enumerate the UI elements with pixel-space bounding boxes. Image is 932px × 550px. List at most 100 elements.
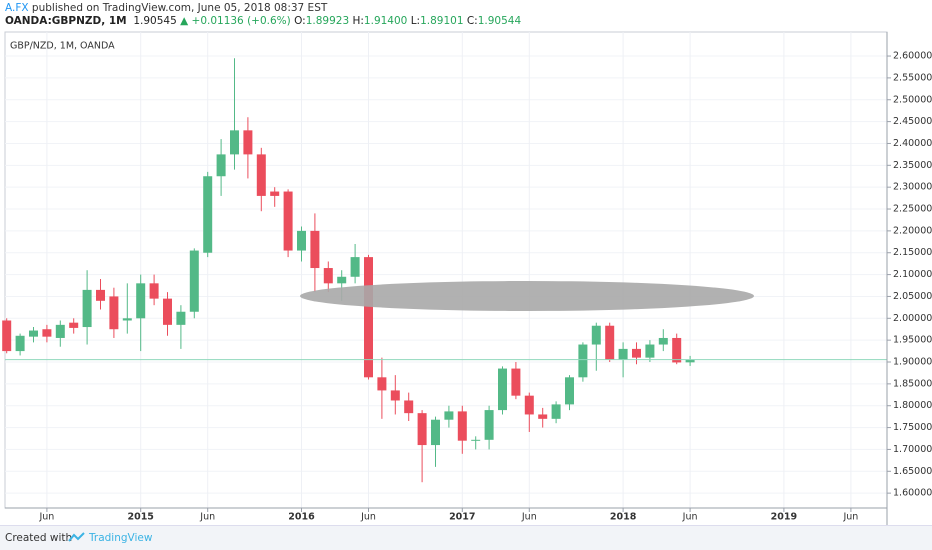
candle-body bbox=[565, 377, 574, 405]
candle-body bbox=[444, 411, 454, 420]
footer: Created with TradingView bbox=[0, 525, 932, 550]
candle-body bbox=[243, 130, 253, 155]
candle-body bbox=[524, 395, 534, 415]
y-tick-label: 1.75000 bbox=[893, 422, 932, 433]
symbol: OANDA:GBPNZD, 1M bbox=[5, 15, 127, 27]
candle-body bbox=[136, 283, 146, 319]
author[interactable]: A.FX bbox=[5, 2, 29, 14]
candle-body bbox=[538, 414, 548, 419]
candle-body bbox=[310, 230, 320, 269]
candle-body bbox=[417, 413, 427, 446]
candle-body bbox=[15, 335, 25, 352]
arrow: ▲ bbox=[180, 15, 189, 27]
candle-body bbox=[632, 348, 641, 358]
h-label: H: bbox=[352, 15, 364, 27]
candle-body bbox=[658, 337, 668, 345]
candle-body bbox=[484, 410, 494, 440]
candle-body bbox=[364, 257, 373, 378]
y-tick-label: 1.80000 bbox=[893, 400, 932, 411]
y-tick-label: 2.30000 bbox=[893, 182, 932, 193]
y-tick-label: 2.25000 bbox=[893, 204, 932, 215]
candle-body bbox=[189, 250, 199, 312]
y-tick-label: 2.60000 bbox=[893, 51, 932, 62]
candle-body bbox=[2, 320, 12, 352]
created-with: Created with bbox=[5, 532, 73, 544]
candle-body bbox=[256, 154, 266, 196]
y-tick-label: 1.90000 bbox=[893, 357, 932, 368]
y-tick-label: 1.85000 bbox=[893, 378, 932, 389]
y-tick-label: 2.35000 bbox=[893, 160, 932, 171]
candle-body bbox=[404, 400, 414, 414]
candle-body bbox=[377, 377, 387, 391]
x-tick-label: 2017 bbox=[449, 512, 475, 523]
candle-body bbox=[390, 390, 400, 401]
y-tick-label: 2.05000 bbox=[893, 291, 932, 302]
candle-body bbox=[297, 230, 306, 251]
x-tick-label: Jun bbox=[38, 512, 54, 523]
o-value: 1.89923 bbox=[305, 15, 350, 27]
publish-line: A.FX published on TradingView.com, June … bbox=[5, 2, 327, 14]
x-tick-label: Jun bbox=[199, 512, 215, 523]
candle-body bbox=[96, 289, 105, 301]
candle-body bbox=[685, 359, 695, 363]
y-tick-label: 1.95000 bbox=[893, 335, 932, 346]
last-price: 1.90545 bbox=[133, 15, 177, 27]
zone-annotation bbox=[300, 281, 754, 311]
candle-body bbox=[176, 311, 186, 325]
candle-body bbox=[82, 289, 92, 328]
y-tick-label: 1.65000 bbox=[893, 466, 932, 477]
candle-body bbox=[230, 130, 239, 155]
y-tick-label: 2.45000 bbox=[893, 116, 932, 127]
candle-body bbox=[122, 318, 132, 321]
candle-body bbox=[350, 257, 360, 277]
x-tick-label: 2016 bbox=[288, 512, 315, 523]
brand[interactable]: TradingView bbox=[89, 532, 153, 544]
candle-body bbox=[591, 325, 601, 345]
candle-body bbox=[283, 191, 293, 251]
candle-body bbox=[457, 411, 467, 441]
logo-icon bbox=[68, 532, 85, 542]
y-tick-label: 2.50000 bbox=[893, 94, 932, 105]
candle-body bbox=[471, 439, 481, 441]
candle-body bbox=[109, 296, 119, 330]
y-tick-label: 2.10000 bbox=[893, 269, 932, 280]
candle-body bbox=[203, 176, 213, 253]
c-value: 1.90544 bbox=[477, 15, 522, 27]
quote-line: OANDA:GBPNZD, 1M 1.90545 ▲ +0.01136 (+0.… bbox=[5, 15, 521, 27]
y-tick-label: 2.15000 bbox=[893, 247, 932, 258]
candle-body bbox=[672, 337, 682, 363]
candle-body bbox=[431, 419, 440, 446]
x-tick-label: Jun bbox=[360, 512, 376, 523]
candle-body bbox=[42, 329, 52, 337]
candle-body bbox=[605, 325, 615, 360]
y-tick-label: 1.60000 bbox=[893, 488, 932, 499]
chart-title: GBP/NZD, 1M, OANDA bbox=[10, 41, 115, 52]
candle-body bbox=[29, 330, 38, 337]
y-tick-label: 2.55000 bbox=[893, 72, 932, 83]
x-tick-label: 2018 bbox=[610, 512, 637, 523]
c-label: C: bbox=[466, 15, 478, 27]
candle-body bbox=[149, 283, 159, 299]
change: +0.01136 (+0.6%) bbox=[191, 15, 291, 27]
y-tick-label: 1.70000 bbox=[893, 444, 932, 455]
plot-frame bbox=[4, 31, 888, 509]
x-tick-label: 2015 bbox=[127, 512, 153, 523]
y-tick-label: 2.40000 bbox=[893, 138, 932, 149]
candle-body bbox=[551, 404, 561, 419]
candle-body bbox=[618, 348, 628, 360]
candle-body bbox=[69, 322, 79, 328]
x-tick-label: Jun bbox=[842, 512, 858, 523]
o-label: O: bbox=[294, 15, 306, 27]
x-tick-label: 2019 bbox=[771, 512, 797, 523]
l-value: 1.89101 bbox=[420, 15, 464, 27]
candle-body bbox=[323, 268, 333, 284]
l-label: L: bbox=[410, 15, 421, 27]
chart: GBP/NZD, 1M, OANDA 1.60000 1.65000 1.70000… bbox=[2, 31, 932, 525]
candle-body bbox=[216, 154, 226, 177]
x-tick-label: Jun bbox=[521, 512, 537, 523]
published: published on TradingView.com, June 05, 2… bbox=[31, 2, 328, 14]
candle-body bbox=[511, 368, 521, 396]
x-tick-label: Jun bbox=[682, 512, 698, 523]
candle-body bbox=[578, 344, 588, 378]
